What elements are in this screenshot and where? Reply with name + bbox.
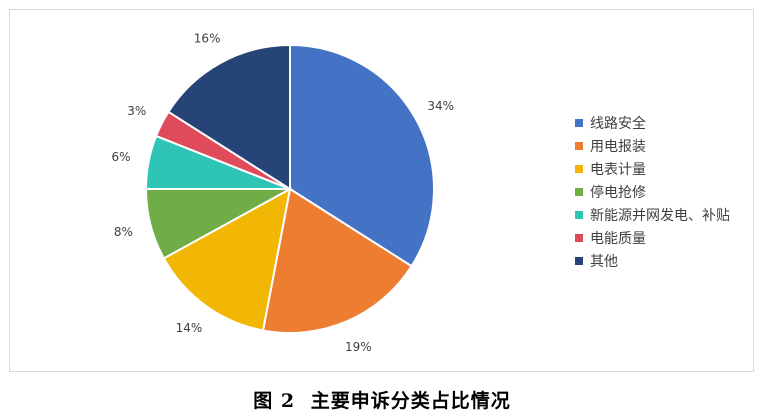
legend-item: 电能质量 [575, 226, 730, 249]
legend-swatch [575, 256, 583, 265]
legend-label: 线路安全 [590, 115, 646, 132]
legend-item: 用电报装 [575, 134, 730, 157]
legend-item: 线路安全 [575, 111, 730, 134]
legend-swatch [575, 141, 583, 150]
data-label: 34% [427, 99, 454, 113]
legend-item: 其他 [575, 249, 730, 272]
pie-slice [162, 187, 292, 332]
legend-swatch [575, 118, 583, 127]
data-label: 6% [112, 150, 131, 164]
data-label: 14% [176, 321, 203, 335]
legend-label: 停电抢修 [590, 184, 646, 201]
pie-slices [144, 43, 435, 334]
figure-title: 主要申诉分类占比情况 [310, 390, 511, 412]
legend: 线路安全用电报装电表计量停电抢修新能源并网发电、补贴 电能质量其他 [575, 111, 730, 272]
pie-slice [167, 43, 291, 191]
data-labels: 34% 19% 14% 8% 6% 3% 16% [112, 31, 455, 354]
legend-swatch [575, 233, 583, 242]
pie-slice [261, 187, 413, 334]
data-label: 16% [194, 31, 221, 45]
legend-swatch [575, 187, 583, 196]
legend-swatch [575, 210, 583, 219]
legend-label: 电能质量 [590, 230, 646, 247]
data-label: 3% [127, 104, 146, 118]
legend-item: 电表计量 [575, 157, 730, 180]
data-label: 8% [114, 225, 133, 239]
figure-caption: 图 2 主要申诉分类占比情况 [0, 386, 764, 413]
legend-swatch [575, 164, 583, 173]
legend-label: 用电报装 [590, 138, 646, 155]
legend-label: 电表计量 [590, 161, 646, 178]
legend-item: 新能源并网发电、补贴 [575, 203, 730, 226]
legend-item: 停电抢修 [575, 180, 730, 203]
figure-label: 图 2 [253, 390, 296, 412]
legend-label: 新能源并网发电、补贴 [590, 207, 730, 224]
data-label: 19% [345, 340, 372, 354]
legend-label: 其他 [590, 253, 618, 270]
